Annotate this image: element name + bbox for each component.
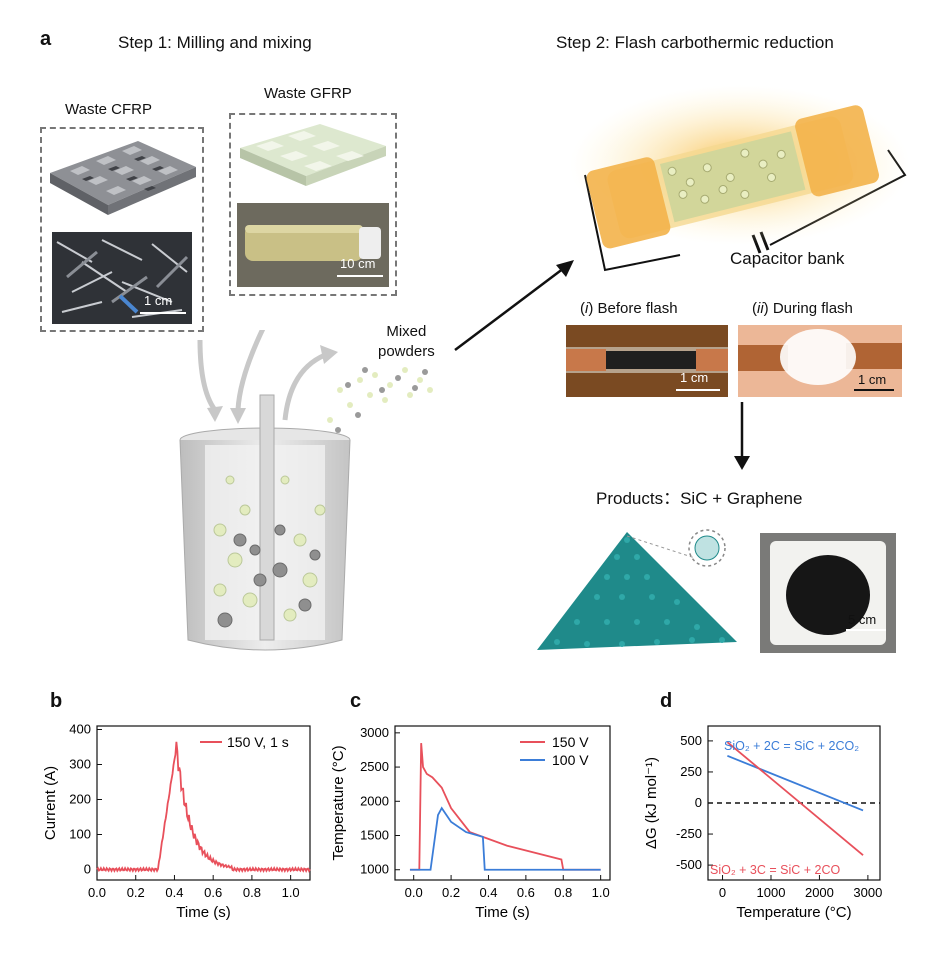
panel-a-letter: a [40, 28, 52, 50]
plot-d-ytick-label: 250 [680, 764, 702, 779]
product-scale: 5 cm [848, 612, 877, 627]
plot-c-legend-label-0: 150 V [552, 734, 589, 750]
plot-c-xtick-label: 1.0 [592, 885, 610, 900]
plot-b-ytick-label: 400 [69, 722, 91, 737]
during-flash-scale: 1 cm [858, 372, 887, 387]
step2-title: Step 2: Flash carbothermic reduction [556, 33, 834, 52]
plot-c-xlabel: Time (s) [475, 904, 529, 921]
plot-c-series-0 [409, 743, 601, 871]
panel-c-letter: c [350, 690, 362, 712]
mixed-powders-label: Mixed powders [378, 322, 435, 362]
sic-powder-pile [537, 529, 737, 650]
plot-b-xtick-label: 0.4 [165, 885, 183, 900]
products-label: Products：SiC + Graphene [596, 489, 803, 508]
mixed-powders-line1: Mixed [386, 323, 427, 340]
plot-b-xtick-label: 0.2 [127, 885, 145, 900]
cfrp-scale-text: 1 cm [144, 293, 173, 308]
plot-d-ytick-label: -500 [676, 857, 702, 872]
plot-d-xtick-label: 3000 [853, 885, 882, 900]
plot-d-blue-equation: SiO₂ + 2C = SiC + 2CO₂ [724, 739, 859, 753]
mixed-powders-line2: powders [378, 343, 435, 360]
plot-d-xtick-label: 1000 [757, 885, 786, 900]
plot-b-ytick-label: 0 [84, 862, 91, 877]
waste-gfrp-label: Waste GFRP [264, 85, 352, 102]
waste-cfrp-label: Waste CFRP [65, 101, 152, 118]
during-flash-photo: 1 cm [738, 325, 902, 397]
plot-c-xtick-label: 0.6 [517, 885, 535, 900]
step1-title: Step 1: Milling and mixing [118, 33, 312, 52]
plot-b-xtick-label: 0.8 [243, 885, 261, 900]
plot-c-legend-label-1: 100 V [552, 752, 589, 768]
before-flash-scale: 1 cm [680, 370, 709, 385]
plot-d-xtick-label: 2000 [805, 885, 834, 900]
plot-b-xlabel: Time (s) [176, 904, 230, 921]
during-flash-caption: (ii) During flash [752, 300, 853, 317]
plot-c-frame [394, 725, 611, 881]
plot-b-xtick-label: 1.0 [282, 885, 300, 900]
plot-d-ytick-label: 500 [680, 733, 702, 748]
before-flash-text: Before flash [597, 300, 678, 317]
gfrp-weave-image [240, 124, 386, 186]
arrow-to-step2 [454, 260, 574, 351]
plot-c-ytick-label: 1500 [360, 828, 389, 843]
before-flash-caption: (i) Before flash [580, 300, 678, 317]
plot-b-series-0 [96, 741, 311, 873]
flash-tube-illustration [570, 85, 910, 272]
panel-b-letter: b [50, 690, 63, 712]
plot-d-series-1 [726, 741, 864, 856]
plot-b-ytick-label: 100 [69, 827, 91, 842]
plot-d-xtick-label: 0 [719, 885, 726, 900]
cfrp-chopped-photo: 1 cm [52, 232, 192, 324]
ball-mill-illustration [179, 330, 433, 651]
plot-c-xtick-label: 0.2 [442, 885, 460, 900]
capacitor-bank-label: Capacitor bank [730, 249, 845, 268]
during-flash-text: During flash [772, 300, 853, 317]
plot-b-xtick-label: 0.6 [204, 885, 222, 900]
plot-c-ytick-label: 2500 [360, 759, 389, 774]
plot-c-ytick-label: 3000 [360, 725, 389, 740]
gfrp-box [229, 113, 397, 296]
before-flash-num: i [585, 300, 589, 317]
plot-b-xtick-label: 0.0 [88, 885, 106, 900]
plot-c-xtick-label: 0.8 [554, 885, 572, 900]
plot-d-red-equation: SiO₂ + 3C = SiC + 2CO [710, 863, 841, 877]
gfrp-scale-text: 10 cm [340, 256, 376, 271]
before-flash-photo: 1 cm [566, 325, 728, 397]
plot-d-ytick-label: -250 [676, 826, 702, 841]
plot-d-ylabel: ΔG (kJ mol⁻¹) [643, 757, 660, 849]
cfrp-weave-image [50, 141, 196, 215]
plot-c-ytick-label: 1000 [360, 862, 389, 877]
plot-c-ylabel: Temperature (°C) [330, 745, 347, 860]
plot-b-legend-label: 150 V, 1 s [227, 734, 289, 750]
plot-d-ytick-label: 0 [695, 795, 702, 810]
plot-b-ytick-label: 200 [69, 792, 91, 807]
plot-b-ytick-label: 300 [69, 757, 91, 772]
plot-d-series-0 [727, 754, 864, 812]
cfrp-box [40, 127, 204, 332]
gfrp-tube-photo: 10 cm [237, 203, 389, 287]
product-photo: 5 cm [760, 533, 896, 653]
panel-d-letter: d [660, 690, 673, 712]
plot-c-series-1 [409, 806, 601, 871]
arrow-to-products [734, 402, 750, 470]
plot-b-ylabel: Current (A) [42, 766, 59, 840]
plot-d-xlabel: Temperature (°C) [736, 904, 851, 921]
plot-b-frame [96, 725, 311, 881]
plot-c-ytick-label: 2000 [360, 793, 389, 808]
plot-c-xtick-label: 0.0 [405, 885, 423, 900]
during-flash-num: ii [757, 300, 764, 317]
plot-c-xtick-label: 0.4 [479, 885, 497, 900]
